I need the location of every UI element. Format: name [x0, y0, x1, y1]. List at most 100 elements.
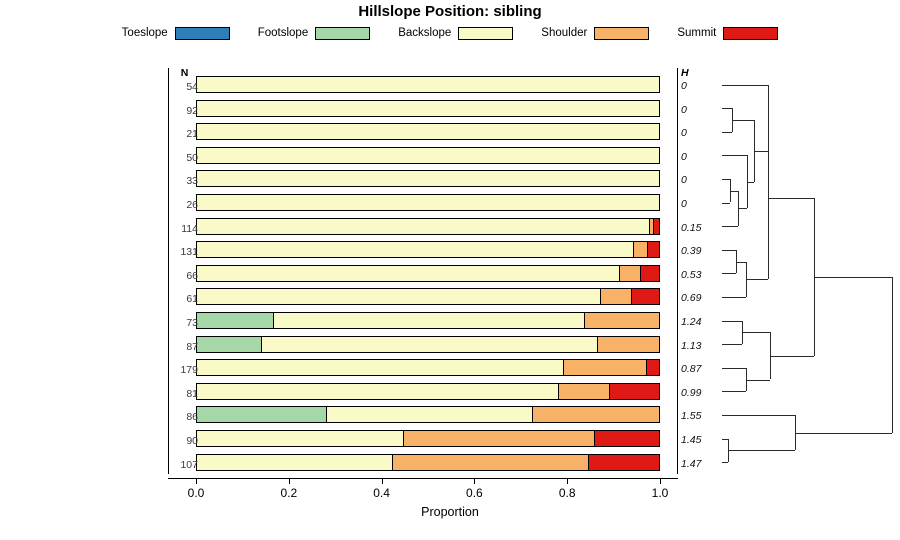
dendro-branch-h — [722, 108, 732, 110]
bar-segment-summit — [647, 242, 659, 258]
dendro-branch-h — [722, 367, 746, 369]
dendro-branch-h — [736, 261, 746, 263]
row-h-value: 0.15 — [681, 221, 702, 234]
legend: Toeslope Footslope Backslope Shoulder Summit — [0, 24, 900, 42]
stacked-bar — [196, 264, 660, 282]
bar-segment-backslope — [197, 147, 659, 163]
bar-segment-summit — [593, 431, 659, 446]
row-h-value: 0.53 — [681, 268, 702, 281]
bar-segment-footslope — [197, 336, 262, 352]
dendro-branch-v — [738, 190, 739, 227]
bar-segment-shoulder — [403, 431, 594, 446]
x-tick-label: 0.2 — [280, 486, 298, 500]
stacked-bar — [196, 406, 660, 424]
dendro-branch-h — [738, 208, 747, 210]
x-tick-label: 0.6 — [466, 486, 483, 500]
row-h-value: 1.55 — [681, 410, 702, 423]
bar-segment-backslope — [197, 100, 659, 116]
dendro-branch-h — [746, 379, 770, 381]
stacked-bar — [196, 288, 660, 306]
bar-segment-summit — [609, 383, 659, 399]
bar-segment-summit — [653, 218, 659, 234]
row-n-value: 107 — [180, 458, 198, 471]
dendro-branch-h — [754, 150, 768, 152]
row-h-value: 0 — [681, 174, 687, 187]
x-tick-label: 0.0 — [187, 486, 205, 500]
dendro-branch-h — [732, 119, 754, 121]
row-n-value: 73 — [186, 317, 198, 329]
x-tick-label: 0.4 — [373, 486, 390, 500]
row-n-value: 114 — [181, 222, 198, 235]
plot-left-border — [168, 68, 169, 474]
bar-segment-shoulder — [648, 218, 654, 234]
stacked-bar — [196, 76, 660, 93]
row-n-value: 179 — [180, 364, 198, 377]
x-tick — [288, 478, 290, 484]
stacked-bar — [196, 335, 660, 353]
stacked-bar — [196, 123, 660, 141]
dendro-branch-h — [728, 450, 795, 452]
stacked-bar — [196, 359, 660, 377]
row-n-value: 90 — [186, 435, 198, 447]
dendro-branch-h — [722, 414, 795, 416]
page-title: Hillslope Position: sibling — [358, 3, 542, 20]
bar-segment-summit — [645, 360, 659, 376]
bar-segment-backslope — [197, 195, 659, 210]
bar-segment-shoulder — [562, 360, 646, 376]
legend-item-footslope: Footslope — [257, 26, 371, 40]
bar-segment-backslope — [197, 218, 649, 234]
bar-segment-shoulder — [557, 383, 610, 399]
bar-segment-shoulder — [392, 454, 588, 470]
dendro-branch-h — [722, 391, 746, 393]
legend-item-backslope: Backslope — [398, 26, 514, 40]
legend-item-toeslope: Toeslope — [121, 26, 230, 40]
x-axis-line — [168, 478, 678, 479]
stacked-bar — [196, 99, 660, 117]
bar-segment-backslope — [197, 77, 659, 92]
bar-segment-backslope — [197, 360, 563, 376]
legend-label: Footslope — [257, 27, 309, 39]
x-tick-label: 0.8 — [558, 486, 576, 500]
bar-segment-backslope — [197, 454, 393, 470]
dendro-branch-h — [768, 198, 814, 200]
bar-segment-backslope — [273, 313, 585, 328]
dendro-branch-v — [746, 367, 747, 392]
legend-swatch-shoulder — [594, 26, 650, 40]
row-h-value: 1.13 — [681, 339, 702, 352]
bar-segment-summit — [587, 454, 659, 470]
legend-label: Toeslope — [121, 27, 168, 39]
stacked-bar — [196, 430, 660, 447]
row-n-value: 92 — [186, 104, 198, 117]
dendro-branch-h — [722, 155, 747, 157]
bar-rows — [196, 68, 660, 474]
row-h-value: 1.45 — [681, 434, 702, 446]
row-h-value: 1.24 — [681, 316, 702, 328]
legend-label: Summit — [677, 27, 717, 39]
legend-label: Backslope — [398, 27, 452, 39]
stacked-bar — [196, 382, 660, 400]
bar-segment-backslope — [197, 431, 404, 446]
bar-segment-footslope — [197, 407, 327, 423]
dendro-branch-v — [795, 414, 796, 451]
x-tick — [660, 478, 661, 484]
dendro-branch-h — [722, 273, 736, 275]
row-h-value: 0 — [681, 127, 687, 140]
stacked-bar — [196, 217, 660, 235]
bar-segment-backslope — [261, 336, 597, 352]
bar-segment-shoulder — [618, 265, 640, 281]
dendro-branch-h — [742, 332, 770, 334]
row-h-value: 0.99 — [681, 386, 702, 399]
legend-item-shoulder: Shoulder — [541, 26, 650, 40]
x-axis-title: Proportion — [421, 505, 479, 519]
row-n-value: 50 — [186, 151, 198, 164]
dendro-branch-h — [722, 178, 730, 180]
bar-segment-shoulder — [596, 336, 659, 352]
legend-item-summit: Summit — [677, 26, 779, 40]
bar-segment-shoulder — [584, 313, 659, 328]
row-h-value: 0.87 — [681, 363, 702, 376]
row-h-value: 0 — [681, 80, 687, 92]
dendro-branch-h — [730, 190, 738, 192]
dendro-branch-v — [814, 198, 815, 356]
row-n-value: 87 — [186, 340, 198, 353]
dendro-branch-h — [814, 277, 892, 279]
